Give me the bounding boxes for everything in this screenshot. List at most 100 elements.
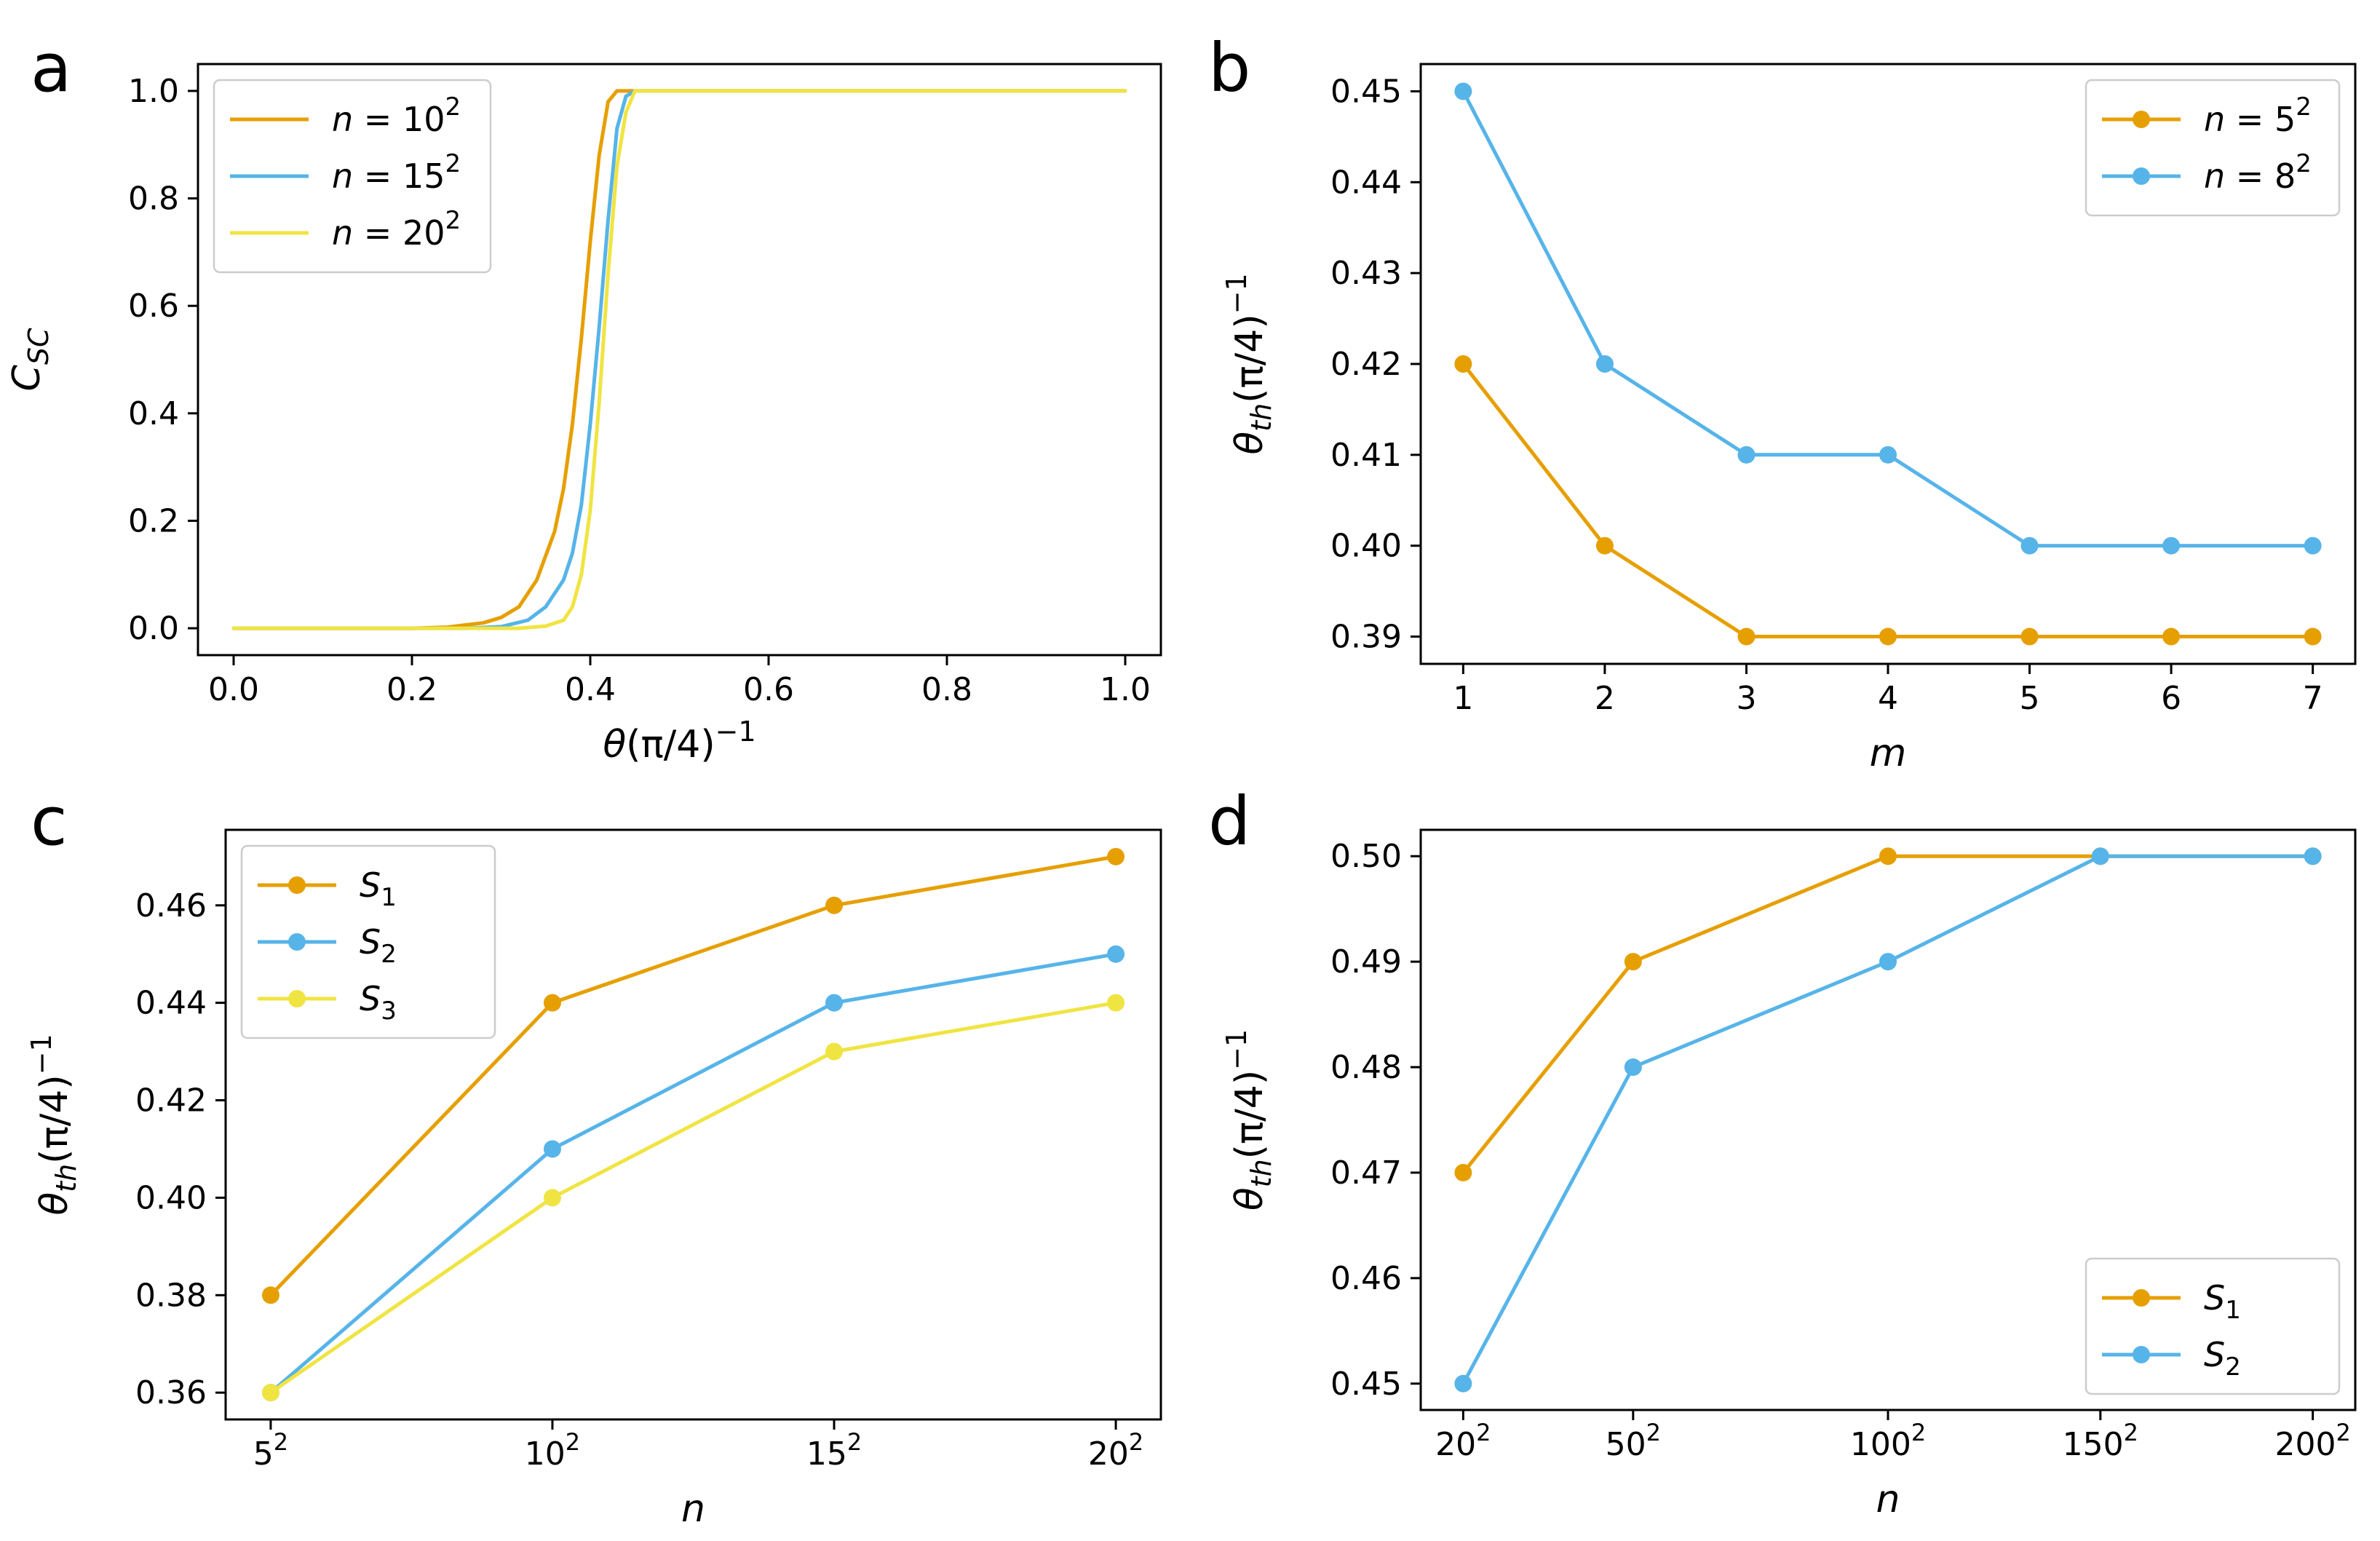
data-point xyxy=(1624,953,1642,971)
legend-item: n = 102 xyxy=(230,92,461,139)
legend-item: S2 xyxy=(258,922,397,969)
data-point xyxy=(261,1384,279,1402)
x-tick-label: 202 xyxy=(1088,1428,1143,1473)
y-axis-title: θth(π/4)−1 xyxy=(25,1034,82,1215)
data-point xyxy=(2304,536,2322,555)
data-point xyxy=(1454,355,1472,373)
y-axis-title: CSC xyxy=(5,328,55,391)
data-point xyxy=(1737,445,1756,464)
y-tick-label: 0.44 xyxy=(135,985,207,1022)
y-tick-label: 0.49 xyxy=(1330,943,1402,981)
data-point xyxy=(2020,536,2039,555)
data-point xyxy=(261,1286,279,1304)
legend-marker xyxy=(288,876,306,894)
legend-item: S3 xyxy=(258,979,397,1026)
legend-frame xyxy=(2085,79,2341,217)
panel-label: b xyxy=(1208,29,1250,107)
legend-marker xyxy=(288,933,306,951)
y-tick-label: 0.48 xyxy=(1330,1049,1402,1086)
x-tick-label: 502 xyxy=(1606,1419,1661,1463)
y-tick-label: 0.45 xyxy=(1330,1366,1402,1403)
data-point xyxy=(543,994,561,1012)
series-1 xyxy=(261,847,1125,1304)
legend-label: S1 xyxy=(2204,1278,2241,1325)
x-axis-title: n xyxy=(681,1487,705,1531)
y-tick-label: 0.46 xyxy=(1330,1260,1402,1297)
data-point xyxy=(1624,1058,1642,1077)
y-tick-label: 0.44 xyxy=(1330,164,1402,201)
panel-c: c 52 102 152 202 0.36 0.38 0.40 0.42 0.44 0.46 θth(… xyxy=(25,783,1162,1531)
legend-item: n = 82 xyxy=(2102,149,2312,196)
legend-item: S2 xyxy=(2102,1335,2241,1382)
legend-label: S2 xyxy=(360,922,397,969)
x-tick-label: 202 xyxy=(1435,1419,1491,1463)
x-axis-title: θ(π/4)−1 xyxy=(603,716,755,766)
x-tick-label: 1.0 xyxy=(1100,671,1151,708)
x-tick-label: 0.2 xyxy=(386,671,437,708)
legend: n = 52 n = 82 xyxy=(2085,79,2341,217)
legend-marker xyxy=(2133,167,2150,185)
y-tick-label: 0.41 xyxy=(1330,437,1402,474)
y-tick-label: 0.42 xyxy=(135,1082,207,1120)
y-tick-label: 0.45 xyxy=(1330,73,1402,110)
data-point xyxy=(1454,1163,1472,1181)
series-line xyxy=(231,89,1127,630)
data-point xyxy=(825,994,844,1012)
x-tick-label: 4 xyxy=(1878,680,1898,717)
x-tick-label: 0.4 xyxy=(565,671,616,708)
y-tick-label: 0.0 xyxy=(128,610,179,647)
y-tick-label: 0.2 xyxy=(128,502,179,539)
y-tick-label: 0.4 xyxy=(128,395,179,432)
data-point xyxy=(1107,994,1125,1012)
legend-marker xyxy=(2133,111,2150,128)
y-tick-label: 0.6 xyxy=(128,288,179,325)
data-point xyxy=(1454,82,1472,100)
series-2 xyxy=(1454,847,2322,1393)
x-tick-label: 0.6 xyxy=(743,671,794,708)
legend-frame xyxy=(240,844,496,1039)
data-point xyxy=(1454,1374,1472,1393)
legend-marker xyxy=(288,990,306,1007)
x-axis-title: m xyxy=(1870,732,1907,775)
panel-label: d xyxy=(1208,783,1250,860)
y-tick-label: 0.36 xyxy=(135,1374,207,1411)
y-tick-label: 0.50 xyxy=(1330,838,1402,875)
data-point xyxy=(1595,355,1614,373)
data-point xyxy=(1879,627,1897,646)
legend: S1 S2 S3 xyxy=(240,844,496,1039)
panel-d: d 202 502 1002 1502 2002 0.45 0.46 0.47 0.48 0.49 0… xyxy=(1208,783,2357,1521)
panel-label: c xyxy=(31,783,68,860)
data-point xyxy=(543,1140,561,1158)
legend-marker xyxy=(2133,1346,2150,1363)
legend-label: n = 152 xyxy=(332,149,461,196)
x-tick-label: 0.8 xyxy=(921,671,972,708)
x-tick-label: 1502 xyxy=(2063,1419,2138,1463)
data-point xyxy=(825,1042,844,1061)
legend-item: n = 152 xyxy=(230,149,461,196)
y-tick-label: 0.39 xyxy=(1330,619,1402,656)
plot-frame xyxy=(197,63,1162,657)
y-tick-label: 0.40 xyxy=(135,1179,207,1216)
y-tick-label: 0.43 xyxy=(1330,255,1402,292)
legend-item: n = 52 xyxy=(2102,92,2312,139)
data-point xyxy=(1879,445,1897,464)
data-point xyxy=(2162,536,2181,555)
panel-b: b 1 2 3 4 5 6 7 0.39 0.40 0.41 0.42 0.43 0.44 0.45 θth(… xyxy=(1208,29,2357,775)
series-line xyxy=(269,1001,1118,1395)
series-2 xyxy=(1454,82,2322,555)
series-3 xyxy=(261,994,1125,1402)
y-tick-label: 0.46 xyxy=(135,887,207,924)
y-axis-title: θth(π/4)−1 xyxy=(1221,1029,1277,1211)
x-tick-label: 0.0 xyxy=(208,671,259,708)
x-tick-label: 1 xyxy=(1453,680,1473,717)
legend-frame xyxy=(2085,1257,2341,1395)
legend-label: S1 xyxy=(360,865,397,912)
legend-label: S3 xyxy=(360,979,397,1026)
data-point xyxy=(2162,627,2181,646)
series-3 xyxy=(231,89,1127,630)
legend-label: S2 xyxy=(2204,1335,2241,1382)
legend: n = 102 n = 152 n = 202 xyxy=(213,79,492,274)
data-point xyxy=(1879,953,1897,971)
legend-label: n = 102 xyxy=(332,92,461,139)
